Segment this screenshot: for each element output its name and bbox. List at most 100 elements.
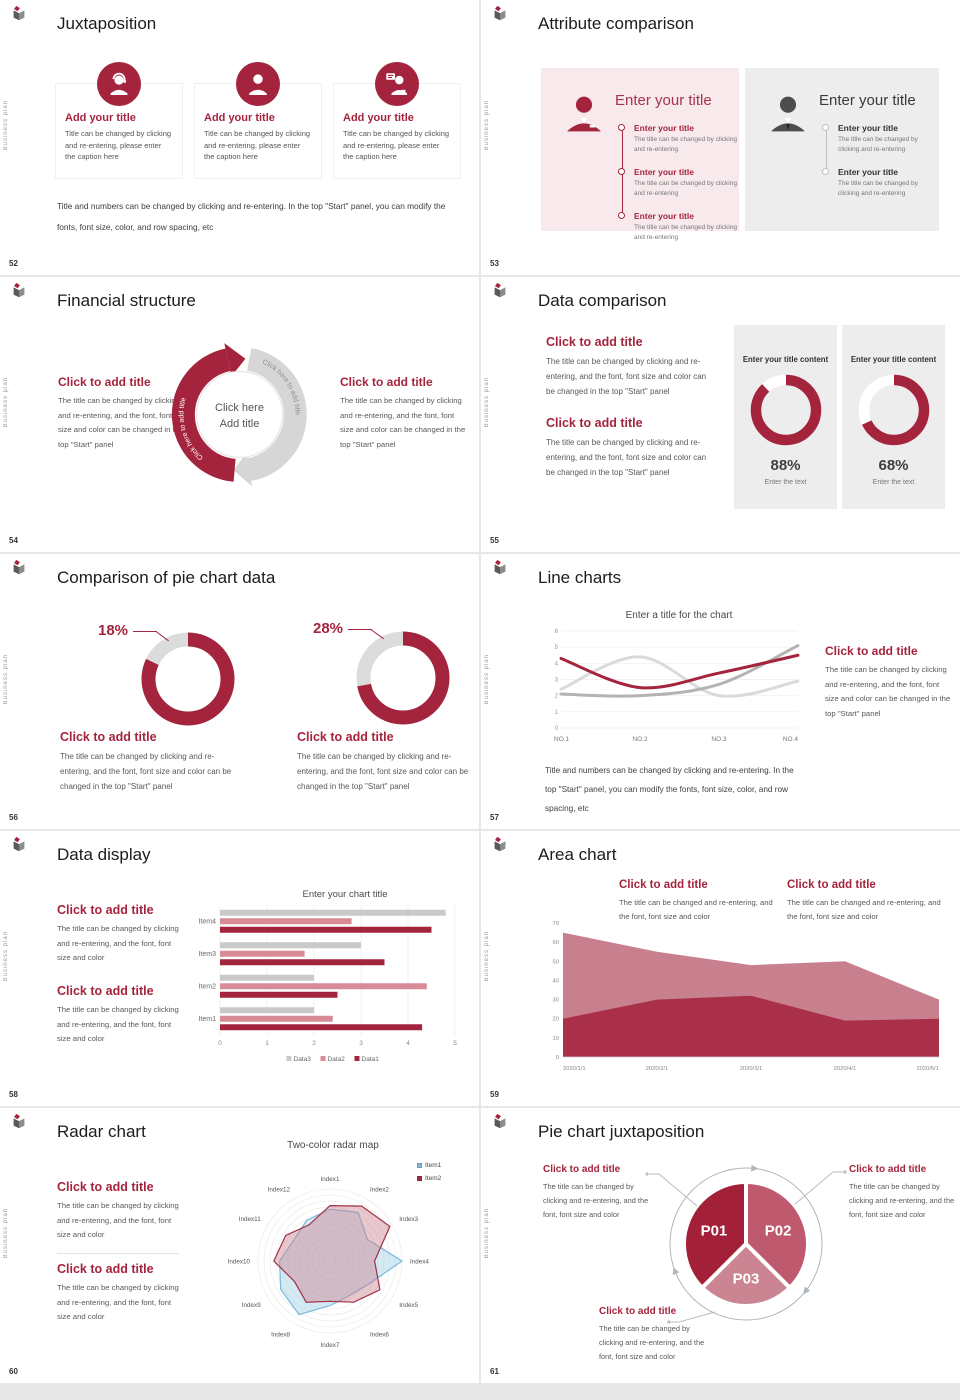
radar-series-Item1 — [278, 1208, 404, 1316]
page-number: 60 — [9, 1367, 18, 1376]
y-tick-label: 1 — [555, 710, 559, 716]
comparison-panel-right: Enter your title Enter your title The ti… — [745, 68, 939, 231]
block-caption: The title can be changed by clicking and… — [60, 752, 232, 792]
sidebar-watermark: Business plan — [484, 377, 490, 428]
slide-54-financial-structure: Business plan Financial structure Click … — [0, 277, 479, 552]
radar-axis-label: Index9 — [242, 1302, 261, 1309]
callout-dot — [843, 1170, 847, 1174]
bar-Data3 — [220, 1007, 314, 1014]
donut-value-arc — [141, 632, 235, 726]
sidebar-watermark: Business plan — [484, 931, 490, 982]
text-block-bottom: Click to add title The title can be chan… — [599, 1306, 711, 1364]
timeline-dot — [618, 124, 625, 131]
text-block-right: Click to add title The title can be chan… — [340, 375, 466, 453]
sidebar-watermark: Business plan — [3, 100, 9, 151]
bar-Data1 — [220, 991, 338, 998]
legend-label: Item2 — [425, 1175, 442, 1182]
page-number: 52 — [9, 259, 18, 268]
pie-slice-label: P01 — [701, 1223, 728, 1240]
radar-chart: Index1 Index2 Index3 Index4 Index5 Index6 Inde… — [228, 1176, 430, 1349]
x-tick-label: 2020/5/1 — [916, 1066, 939, 1072]
y-tick-label: 10 — [553, 1036, 559, 1042]
block-caption: The title can be changed by clicking and… — [57, 1283, 179, 1322]
x-tick-label: 2020/4/1 — [834, 1066, 857, 1072]
y-tick-label: 40 — [553, 978, 559, 984]
slide-note: Title and numbers can be changed by clic… — [57, 201, 446, 233]
person-presentation-glyph — [386, 73, 408, 96]
radar-axis-label: Index5 — [399, 1302, 418, 1309]
block-caption: The title can be changed by clicking and… — [543, 1182, 649, 1220]
area-series-lower — [563, 995, 939, 1057]
block-title: Click to add title — [57, 1262, 154, 1276]
category-label: Item3 — [198, 951, 216, 958]
bar-Data2 — [220, 1015, 333, 1022]
percent-value: 88% — [770, 457, 801, 474]
card-title: Add your title — [204, 112, 275, 124]
legend-swatch-item2 — [417, 1176, 422, 1181]
y-tick-label: 60 — [553, 940, 559, 946]
legend-label: Data1 — [362, 1056, 380, 1063]
red-arc — [171, 348, 237, 482]
timeline: Enter your title The title can be change… — [617, 123, 739, 255]
block-caption: The title can be changed by clicking and… — [340, 396, 466, 449]
page-number: 56 — [9, 813, 18, 822]
item-title: Enter your title — [634, 123, 694, 133]
slide-title: Area chart — [538, 845, 617, 864]
timeline-item: Enter your title The title can be change… — [618, 211, 739, 243]
item-title: Enter your title — [838, 123, 898, 133]
text-block-1: Click to add title The title can be chan… — [57, 1180, 183, 1243]
stat-card-1: Enter your title content 88% Enter the t… — [734, 325, 837, 509]
sidebar-watermark: Business plan — [3, 654, 9, 705]
feature-card: Add your title Title can be changed by c… — [55, 62, 183, 179]
line-chart: 0 1 2 3 4 5 6 NO.1 NO.2 NO.3 NO.4 — [554, 629, 800, 743]
radar-ring — [287, 1218, 373, 1304]
stat-card-2: Enter your title content 68% Enter the t… — [842, 325, 945, 509]
block-caption: The title can be changed by clicking and… — [599, 1324, 705, 1362]
text-block-2: Click to add title The title can be chan… — [57, 984, 185, 1047]
chart-title: Enter a title for the chart — [625, 610, 733, 621]
callout-lines-overlay — [645, 1170, 847, 1324]
x-tick-label: 2020/3/1 — [740, 1066, 763, 1072]
x-tick-label: 1 — [265, 1040, 269, 1047]
y-tick-label: 3 — [555, 678, 559, 684]
callout-dot — [645, 1172, 649, 1176]
red-arrowhead — [224, 343, 246, 377]
area-chart: 0 10 20 30 40 50 60 70 2020/1/1 2020/2/1 2020/3/1 2… — [553, 921, 939, 1072]
page-number: 55 — [490, 536, 499, 545]
support-agent-icon — [97, 62, 141, 106]
percent-callout-label: 28% — [313, 620, 344, 637]
y-tick-label: 70 — [553, 921, 559, 927]
x-tick-label: 2 — [312, 1040, 316, 1047]
item-title: Enter your title — [634, 167, 694, 178]
item-caption: The title can be changed by clicking and… — [634, 224, 737, 242]
ring-arrowhead — [672, 1267, 680, 1276]
radar-axis-label: Index8 — [271, 1331, 290, 1338]
slide-title: Pie chart juxtaposition — [538, 1122, 705, 1141]
slide-title: Attribute comparison — [538, 14, 694, 33]
bar-Data3 — [220, 974, 314, 981]
sidebar-watermark: Business plan — [3, 377, 9, 428]
slide-title: Radar chart — [57, 1122, 146, 1141]
presenter-icon — [375, 62, 419, 106]
card-caption: Title can be changed by clicking and re-… — [343, 129, 450, 162]
slide-title: Data display — [57, 845, 151, 864]
block-title: Click to add title — [60, 730, 157, 744]
bar-Data1 — [220, 1024, 423, 1031]
card-title: Add your title — [343, 112, 414, 124]
slide-59-area-chart: Business plan Area chart Click to add ti… — [481, 831, 960, 1106]
donut-value-arc — [356, 631, 450, 725]
block-title: Click to add title — [619, 879, 708, 891]
item-caption: The title can be changed by clicking and… — [838, 136, 918, 154]
card-caption: Title can be changed by clicking and re-… — [204, 129, 311, 162]
divider-line — [57, 1253, 179, 1254]
ring-arrowhead — [751, 1164, 759, 1172]
legend-swatch — [320, 1056, 326, 1061]
center-text-line2: Add title — [220, 418, 260, 430]
text-block-top-left: Click to add title The title can be chan… — [543, 1164, 653, 1222]
chart-title: Enter your chart title — [302, 889, 388, 900]
card-subtext: Enter the text — [872, 479, 915, 486]
slide-title: Juxtaposition — [57, 14, 157, 33]
radar-axis-label: Index2 — [370, 1187, 389, 1194]
slide-56-pie-comparison: Business plan Comparison of pie chart da… — [0, 554, 479, 829]
text-block-left: Click to add title The title can be chan… — [58, 375, 184, 453]
